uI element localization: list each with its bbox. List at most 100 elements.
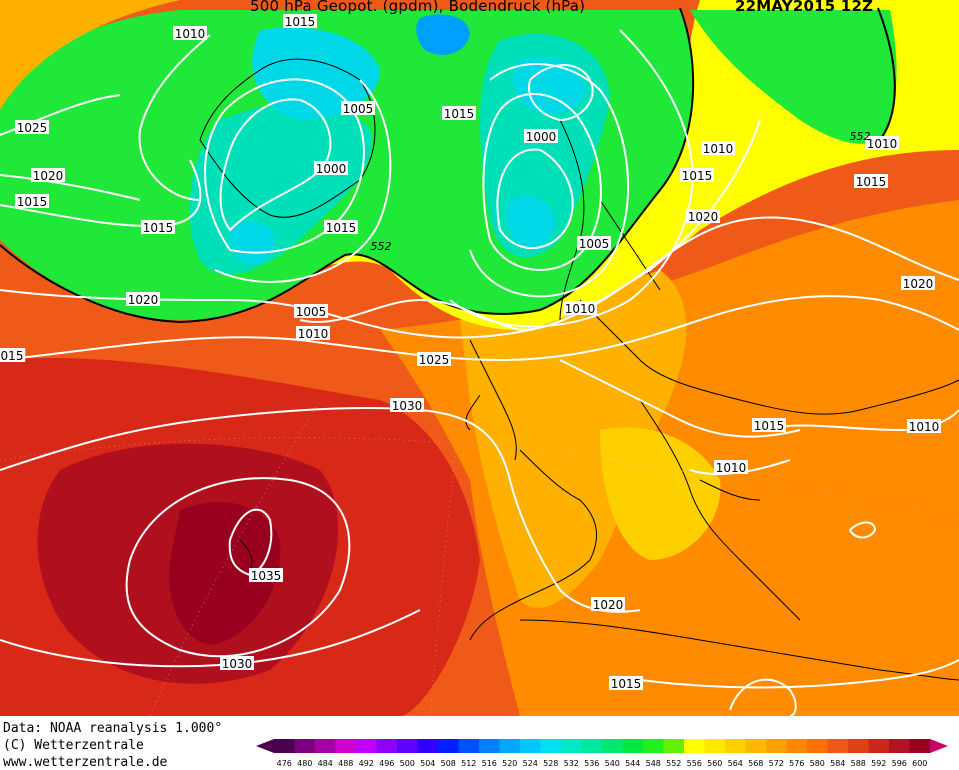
map-title: 500 hPa Geopot. (gpdm), Bodendruck (hPa) bbox=[250, 0, 586, 15]
scale-swatch bbox=[889, 739, 910, 753]
isobar-label: 1005 bbox=[343, 102, 374, 116]
scale-tick-label: 560 bbox=[707, 759, 722, 768]
scale-tick-label: 600 bbox=[912, 759, 927, 768]
scale-swatch bbox=[540, 739, 562, 753]
scale-tick-label: 552 bbox=[666, 759, 681, 768]
isobar-label-box bbox=[15, 194, 49, 208]
isobar-label: 1035 bbox=[251, 569, 282, 583]
isobar-label-box bbox=[901, 276, 935, 290]
isobar-label-box bbox=[591, 597, 625, 611]
isobar-label-box bbox=[31, 168, 65, 182]
height-field-orange bbox=[460, 270, 687, 608]
isobar-label-box bbox=[173, 26, 207, 40]
isobar-label-box bbox=[417, 352, 451, 366]
height-contour-label: 552 bbox=[850, 130, 871, 143]
isobar-label: 015 bbox=[1, 349, 24, 363]
scale-swatch bbox=[294, 739, 316, 753]
isobar-label: 1010 bbox=[565, 302, 596, 316]
isobar-label: 1010 bbox=[175, 27, 206, 41]
isobar-labels: 1015 1010 1025 1020 1015 1015 1005 1000 1015 1005… bbox=[0, 14, 941, 691]
isobar-label: 1015 bbox=[856, 175, 887, 189]
scale-tick-label: 504 bbox=[420, 759, 435, 768]
isobar-label: 1015 bbox=[285, 15, 316, 29]
isobar-label: 1030 bbox=[222, 657, 253, 671]
isobar-label-box bbox=[609, 676, 643, 690]
isobar-label-box bbox=[524, 129, 558, 143]
scale-tick-label: 492 bbox=[359, 759, 374, 768]
isobar-label: 1010 bbox=[909, 420, 940, 434]
isobar-label: 1020 bbox=[33, 169, 64, 183]
scale-swatch bbox=[376, 739, 398, 753]
scale-swatch bbox=[663, 739, 685, 753]
height-field-yellow-orange bbox=[600, 427, 721, 560]
website-url: www.wetterzentrale.de bbox=[3, 755, 168, 770]
isobar-label-box bbox=[865, 136, 899, 150]
scale-tick-label: 488 bbox=[338, 759, 353, 768]
scale-swatch bbox=[274, 739, 295, 753]
scale-tick-label: 576 bbox=[789, 759, 804, 768]
scale-swatch bbox=[909, 739, 931, 753]
scale-tick-label: 544 bbox=[625, 759, 640, 768]
scale-swatch bbox=[520, 739, 541, 753]
scale-tick-label: 496 bbox=[379, 759, 394, 768]
height-contour-label: 552 bbox=[371, 240, 392, 253]
scale-swatch bbox=[499, 739, 521, 753]
scale-arrow-right bbox=[930, 739, 948, 753]
scale-swatch bbox=[725, 739, 746, 753]
isobar-label: 1015 bbox=[611, 677, 642, 691]
height-field-deep-blue bbox=[416, 14, 470, 56]
isobar-label-box bbox=[296, 326, 330, 340]
height-contour-552 bbox=[0, 7, 695, 324]
isobar-label: 1000 bbox=[526, 130, 557, 144]
isobar-label-box bbox=[907, 419, 941, 433]
isobar-label-box bbox=[390, 398, 424, 412]
isobar-label-box bbox=[15, 120, 49, 134]
isobar-label-box bbox=[714, 460, 748, 474]
scale-swatch bbox=[397, 739, 418, 753]
scale-tick-label: 528 bbox=[543, 759, 558, 768]
isobar-label-box bbox=[563, 301, 597, 315]
isobar-label: 1000 bbox=[316, 162, 347, 176]
isobar-label-box bbox=[577, 236, 611, 250]
scale-swatch bbox=[602, 739, 623, 753]
isobar-label-box bbox=[0, 348, 26, 362]
isobar-label: 1010 bbox=[716, 461, 747, 475]
isobar-label: 1005 bbox=[296, 305, 327, 319]
isobar-label: 1020 bbox=[903, 277, 934, 291]
scale-tick-label: 564 bbox=[728, 759, 743, 768]
isobar-label-box bbox=[283, 14, 317, 28]
scale-tick-label: 588 bbox=[851, 759, 866, 768]
scale-swatch bbox=[479, 739, 500, 753]
scale-tick-label: 520 bbox=[502, 759, 517, 768]
isobar-label: 1010 bbox=[867, 137, 898, 151]
isobar-label: 1010 bbox=[298, 327, 329, 341]
isobar-label: 1025 bbox=[17, 121, 48, 135]
scale-swatch bbox=[581, 739, 603, 753]
scale-swatch bbox=[622, 739, 644, 753]
isobar-label-box bbox=[854, 174, 888, 188]
height-field-cyan-center bbox=[506, 196, 555, 249]
height-field-cyan-northwest bbox=[252, 27, 380, 120]
isobar-label: 1020 bbox=[128, 293, 159, 307]
height-field-green-northeast bbox=[690, 10, 897, 144]
color-scale: 476 480 484 488 492 496 500 504 508 512 516 520 524 5… bbox=[256, 739, 948, 768]
isobar-label-box bbox=[314, 161, 348, 175]
scale-swatch bbox=[827, 739, 849, 753]
scale-tick-label: 512 bbox=[461, 759, 476, 768]
isobar-label: 1015 bbox=[143, 221, 174, 235]
scale-swatch bbox=[315, 739, 336, 753]
isobar-label: 1020 bbox=[688, 210, 719, 224]
scale-tick-label: 484 bbox=[318, 759, 333, 768]
scale-tick-label: 584 bbox=[830, 759, 845, 768]
isobar-label-box bbox=[220, 656, 254, 670]
isobar-label-box bbox=[249, 568, 283, 582]
scale-swatch bbox=[335, 739, 357, 753]
isobar-label: 1005 bbox=[579, 237, 610, 251]
isobar-label-box bbox=[680, 168, 714, 182]
height-field-yellow-north bbox=[0, 0, 959, 330]
height-contour-552-northeast bbox=[877, 7, 896, 141]
scale-swatch bbox=[643, 739, 664, 753]
isobar-label: 1020 bbox=[593, 598, 624, 612]
copyright-text: (C) Wetterzentrale bbox=[3, 738, 144, 753]
isobar-label: 1015 bbox=[326, 221, 357, 235]
